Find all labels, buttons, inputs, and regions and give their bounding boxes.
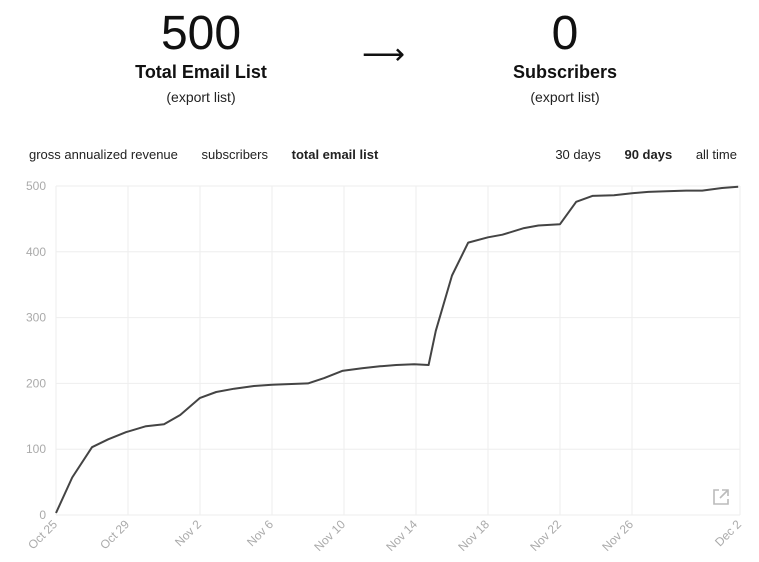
- x-tick-label: Oct 29: [97, 517, 132, 552]
- subscribers-label: Subscribers: [512, 62, 618, 82]
- external-link-icon[interactable]: [711, 487, 731, 507]
- x-tick-label: Nov 14: [383, 517, 420, 554]
- total-email-list-value: 500: [160, 7, 242, 60]
- tab-90-days[interactable]: 90 days: [624, 147, 673, 162]
- subscribers-stat: 0 Subscribers (export list): [465, 7, 665, 106]
- series-line: [55, 185, 739, 514]
- export-email-list-link[interactable]: (export list): [166, 89, 236, 105]
- y-tick-label: 100: [26, 442, 46, 456]
- subscribers-value: 0: [551, 7, 579, 60]
- total-email-list-stat: 500 Total Email List (export list): [101, 7, 301, 106]
- x-tick-label: Nov 26: [599, 517, 636, 554]
- y-tick-label: 200: [26, 376, 46, 390]
- email-list-line-chart: 0 100 200 300 400 500 Oct 25 Oct 29 Nov 2 Nov 6 No…: [25, 179, 744, 554]
- x-tick-label: Nov 6: [244, 517, 276, 549]
- x-tick-label: Dec 2: [712, 517, 744, 549]
- tab-all-time[interactable]: all time: [695, 147, 737, 162]
- x-tick-label: Nov 22: [527, 517, 564, 554]
- x-tick-label: Nov 2: [172, 517, 204, 549]
- right-arrow-icon: ⟶: [362, 38, 406, 71]
- y-tick-label: 400: [26, 245, 46, 259]
- export-subscribers-link[interactable]: (export list): [530, 89, 600, 105]
- x-tick-label: Oct 25: [25, 517, 60, 552]
- y-tick-label: 0: [39, 508, 46, 522]
- metric-tabs: gross annualized revenue subscribers tot…: [29, 147, 398, 162]
- tab-subscribers[interactable]: subscribers: [201, 147, 268, 162]
- tab-30-days[interactable]: 30 days: [555, 147, 601, 162]
- y-tick-label: 300: [26, 311, 46, 325]
- tab-total-email-list[interactable]: total email list: [291, 147, 379, 162]
- y-tick-label: 500: [26, 179, 46, 193]
- tab-gross-annualized-revenue[interactable]: gross annualized revenue: [29, 147, 178, 162]
- total-email-list-label: Total Email List: [135, 62, 267, 82]
- x-tick-label: Nov 18: [455, 517, 492, 554]
- range-tabs: 30 days 90 days all time: [535, 147, 737, 162]
- x-tick-label: Nov 10: [311, 517, 348, 554]
